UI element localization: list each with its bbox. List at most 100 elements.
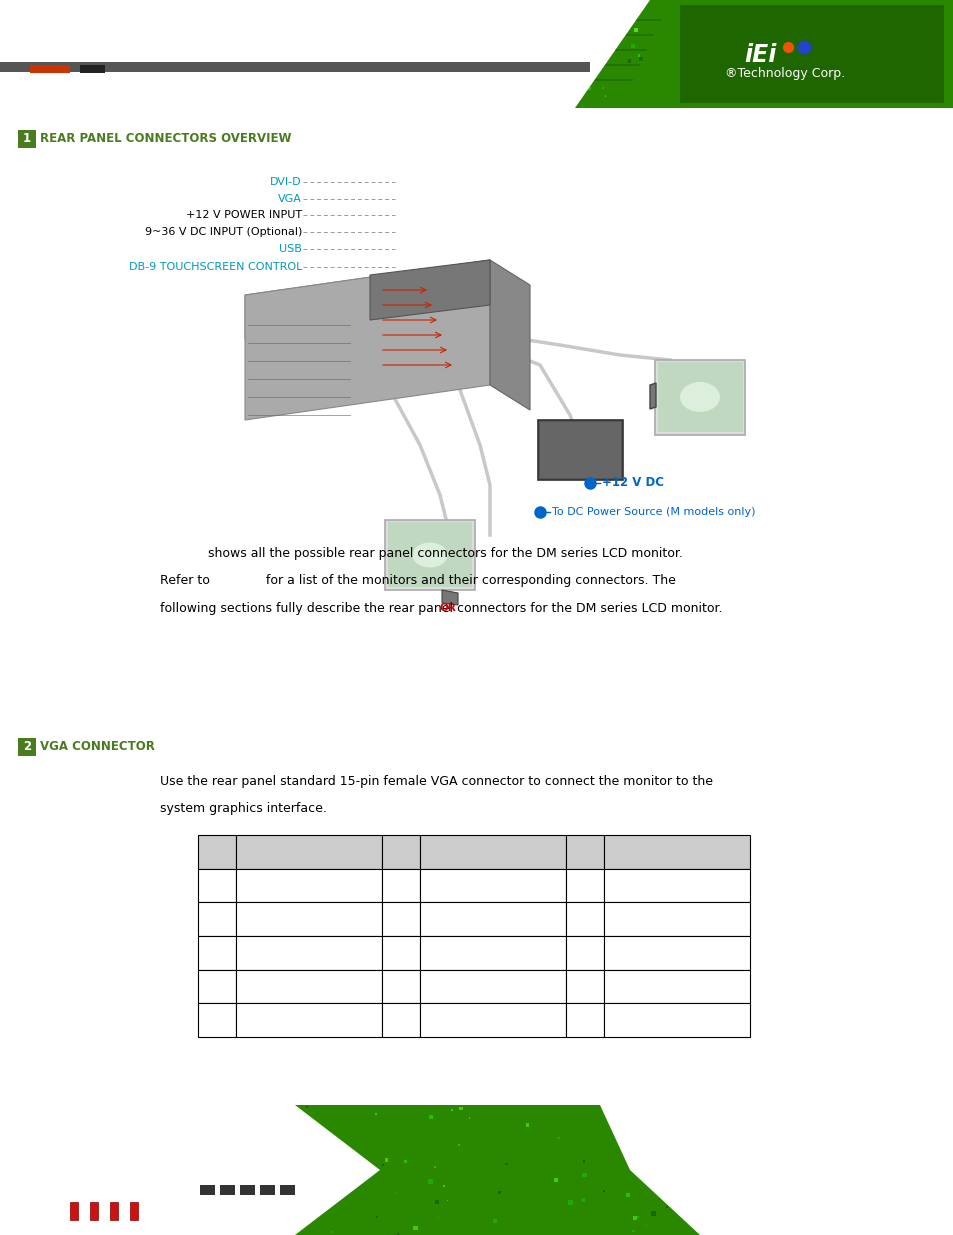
Bar — [792, 90, 794, 91]
Bar — [390, 82, 393, 84]
Bar — [209, 1125, 213, 1129]
Bar — [943, 1214, 947, 1218]
Bar — [191, 1119, 194, 1124]
Bar — [70, 1202, 78, 1220]
Bar — [356, 51, 357, 52]
Ellipse shape — [679, 382, 720, 412]
Bar — [946, 1157, 948, 1158]
Bar — [443, 1186, 445, 1187]
Bar — [740, 0, 743, 2]
Bar — [107, 1184, 108, 1186]
Bar — [810, 69, 813, 72]
Bar — [437, 46, 438, 47]
Bar — [587, 86, 590, 89]
Bar — [106, 1200, 108, 1202]
Bar — [183, 101, 187, 105]
Bar — [312, 64, 315, 67]
Bar — [844, 6, 847, 9]
Bar — [826, 93, 829, 95]
Bar — [622, 1108, 625, 1110]
Bar — [248, 1177, 252, 1181]
Bar — [563, 36, 565, 37]
Bar — [525, 1124, 529, 1128]
Bar — [326, 1179, 329, 1182]
Bar — [198, 868, 236, 903]
Bar — [601, 86, 603, 89]
Bar — [697, 1130, 700, 1134]
Bar — [714, 9, 717, 12]
Bar — [637, 54, 639, 57]
Bar — [761, 1155, 763, 1157]
Bar — [241, 43, 243, 44]
Text: following sections fully describe the rear panel connectors for the DM series LC: following sections fully describe the re… — [160, 601, 721, 615]
Bar — [677, 88, 678, 89]
Bar — [41, 86, 43, 89]
Bar — [397, 1234, 398, 1235]
Bar — [47, 93, 50, 96]
Bar — [747, 1176, 750, 1178]
Bar — [566, 89, 570, 93]
Bar — [222, 48, 225, 51]
Bar — [663, 58, 666, 59]
Bar — [271, 16, 272, 17]
Bar — [0, 62, 589, 72]
Bar — [236, 936, 381, 969]
Bar — [137, 1144, 138, 1145]
Bar — [419, 1003, 565, 1037]
Bar — [754, 1195, 758, 1200]
Bar — [939, 74, 942, 77]
Bar — [419, 969, 565, 1003]
Bar — [280, 1186, 294, 1195]
Bar — [761, 52, 764, 54]
Bar — [220, 1186, 234, 1195]
Text: shows all the possible rear panel connectors for the DM series LCD monitor.: shows all the possible rear panel connec… — [160, 547, 682, 559]
Polygon shape — [385, 520, 475, 590]
Text: To DC Power Source (M models only): To DC Power Source (M models only) — [552, 508, 755, 517]
Bar — [129, 48, 131, 51]
Bar — [198, 969, 236, 1003]
Bar — [862, 1118, 865, 1123]
Bar — [236, 1003, 381, 1037]
Bar — [314, 91, 315, 93]
Bar — [578, 20, 579, 21]
Bar — [5, 1120, 8, 1124]
Bar — [130, 1202, 138, 1220]
Bar — [422, 80, 425, 84]
Bar — [429, 1115, 433, 1119]
Bar — [839, 1162, 842, 1166]
Bar — [147, 1177, 151, 1179]
Bar — [468, 1118, 470, 1119]
Bar — [646, 93, 648, 95]
Bar — [931, 1191, 934, 1193]
Bar — [729, 37, 732, 40]
Bar — [581, 1172, 586, 1177]
Bar — [881, 1120, 885, 1125]
Bar — [881, 1174, 884, 1178]
Bar — [736, 30, 740, 32]
Bar — [30, 1218, 33, 1220]
Bar — [631, 44, 634, 48]
Bar — [165, 70, 168, 74]
Bar — [821, 91, 823, 94]
Bar — [646, 1137, 649, 1141]
Bar — [160, 1231, 162, 1234]
Polygon shape — [370, 261, 490, 320]
Bar — [738, 57, 741, 61]
Bar — [945, 1162, 949, 1166]
Bar — [946, 1197, 948, 1198]
Bar — [128, 77, 130, 78]
Bar — [313, 47, 316, 51]
Bar — [684, 17, 688, 21]
Bar — [302, 4, 304, 5]
Bar — [492, 1219, 497, 1223]
Bar — [354, 15, 357, 19]
Bar — [789, 37, 792, 40]
Bar — [90, 0, 93, 2]
Bar — [95, 1204, 99, 1208]
Bar — [236, 835, 381, 868]
Bar — [788, 1160, 790, 1162]
Bar — [683, 58, 685, 59]
Bar — [419, 868, 565, 903]
Bar — [635, 37, 636, 38]
Bar — [175, 0, 177, 2]
